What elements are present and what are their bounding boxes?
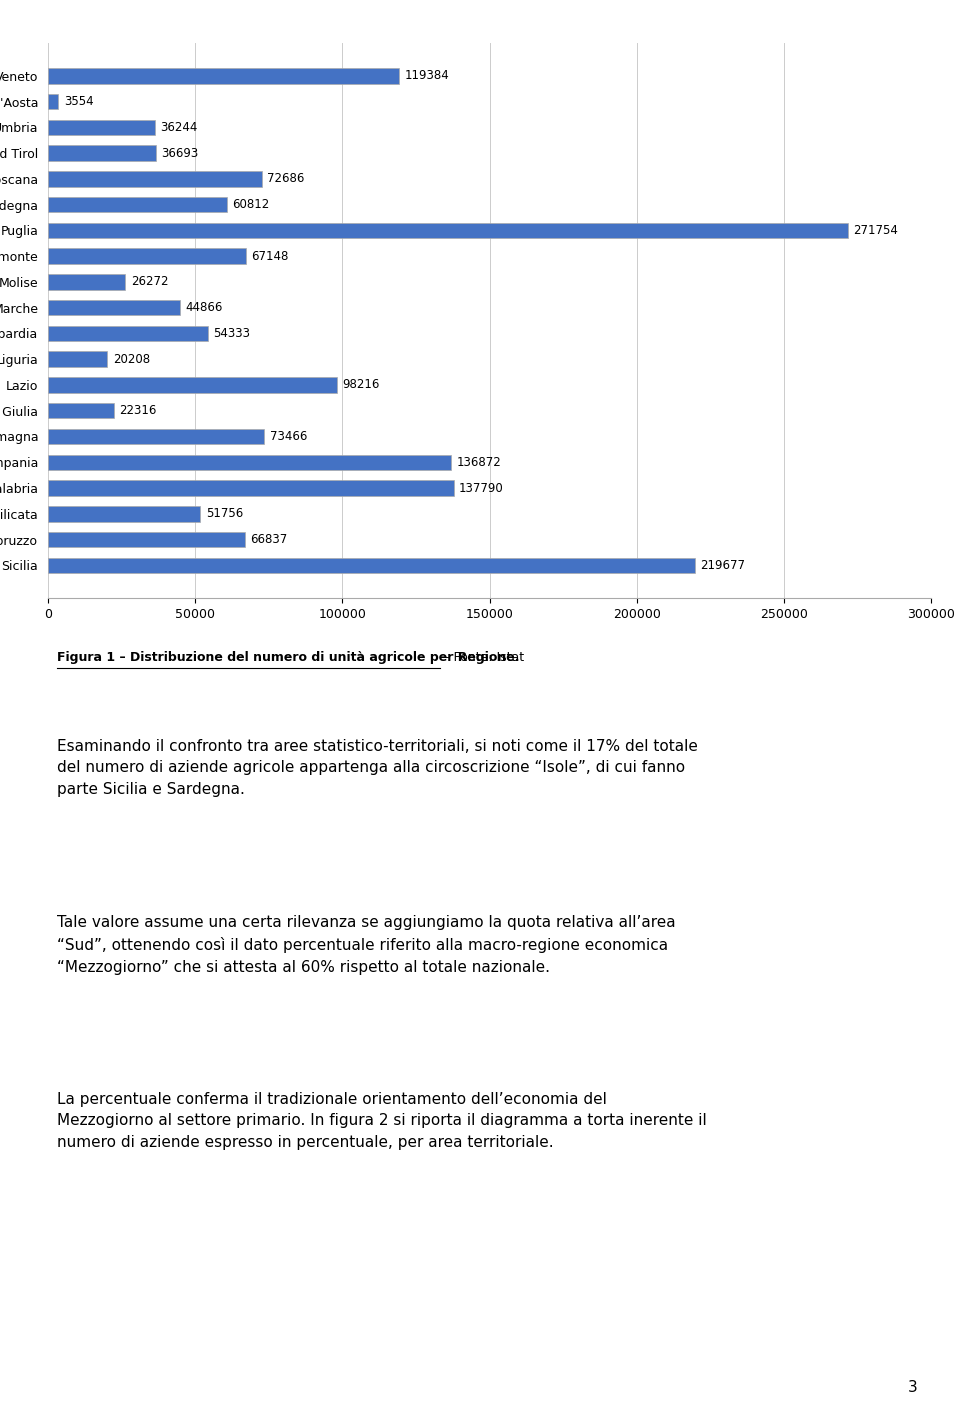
Text: 26272: 26272 — [131, 275, 168, 288]
Bar — [48, 248, 246, 264]
Bar — [48, 481, 454, 495]
Text: 54333: 54333 — [213, 327, 251, 340]
Bar — [48, 120, 155, 136]
Text: Figura 1 – Distribuzione del numero di unità agricole per Regione.: Figura 1 – Distribuzione del numero di u… — [57, 651, 519, 664]
Text: - Fonte: Istat: - Fonte: Istat — [441, 651, 524, 664]
Text: Tale valore assume una certa rilevanza se aggiungiamo la quota relativa all’area: Tale valore assume una certa rilevanza s… — [57, 915, 676, 975]
Bar — [48, 171, 262, 187]
Bar — [48, 274, 126, 290]
Bar — [48, 402, 113, 418]
Bar — [48, 532, 245, 548]
Bar — [48, 94, 59, 110]
Text: 271754: 271754 — [853, 224, 899, 237]
Bar — [48, 146, 156, 161]
Bar — [48, 68, 399, 84]
Bar — [48, 507, 201, 521]
Bar — [48, 455, 451, 469]
Text: 98216: 98216 — [343, 378, 380, 391]
Text: 66837: 66837 — [250, 534, 287, 547]
Text: 36693: 36693 — [161, 147, 199, 160]
Text: 36244: 36244 — [160, 121, 198, 134]
Bar — [48, 351, 108, 367]
Text: 3: 3 — [908, 1380, 918, 1394]
Text: 73466: 73466 — [270, 430, 307, 442]
Bar — [48, 428, 264, 444]
Bar — [48, 300, 180, 315]
Text: 119384: 119384 — [405, 70, 449, 83]
Bar — [48, 377, 337, 392]
Text: 137790: 137790 — [459, 481, 504, 495]
Bar — [48, 325, 208, 341]
Text: 67148: 67148 — [251, 250, 288, 263]
Text: 44866: 44866 — [185, 301, 223, 314]
Bar — [48, 197, 227, 213]
Text: Esaminando il confronto tra aree statistico-territoriali, si noti come il 17% de: Esaminando il confronto tra aree statist… — [57, 739, 698, 796]
Text: La percentuale conferma il tradizionale orientamento dell’economia del
Mezzogior: La percentuale conferma il tradizionale … — [57, 1092, 707, 1150]
Text: 136872: 136872 — [456, 455, 501, 468]
Text: 20208: 20208 — [112, 352, 150, 365]
Bar — [48, 558, 695, 574]
Text: 219677: 219677 — [700, 559, 745, 572]
Text: 51756: 51756 — [205, 507, 243, 521]
Text: 22316: 22316 — [119, 404, 156, 417]
Text: 72686: 72686 — [267, 173, 304, 186]
Text: 60812: 60812 — [232, 198, 270, 211]
Text: 3554: 3554 — [63, 96, 93, 108]
Bar — [48, 223, 848, 238]
